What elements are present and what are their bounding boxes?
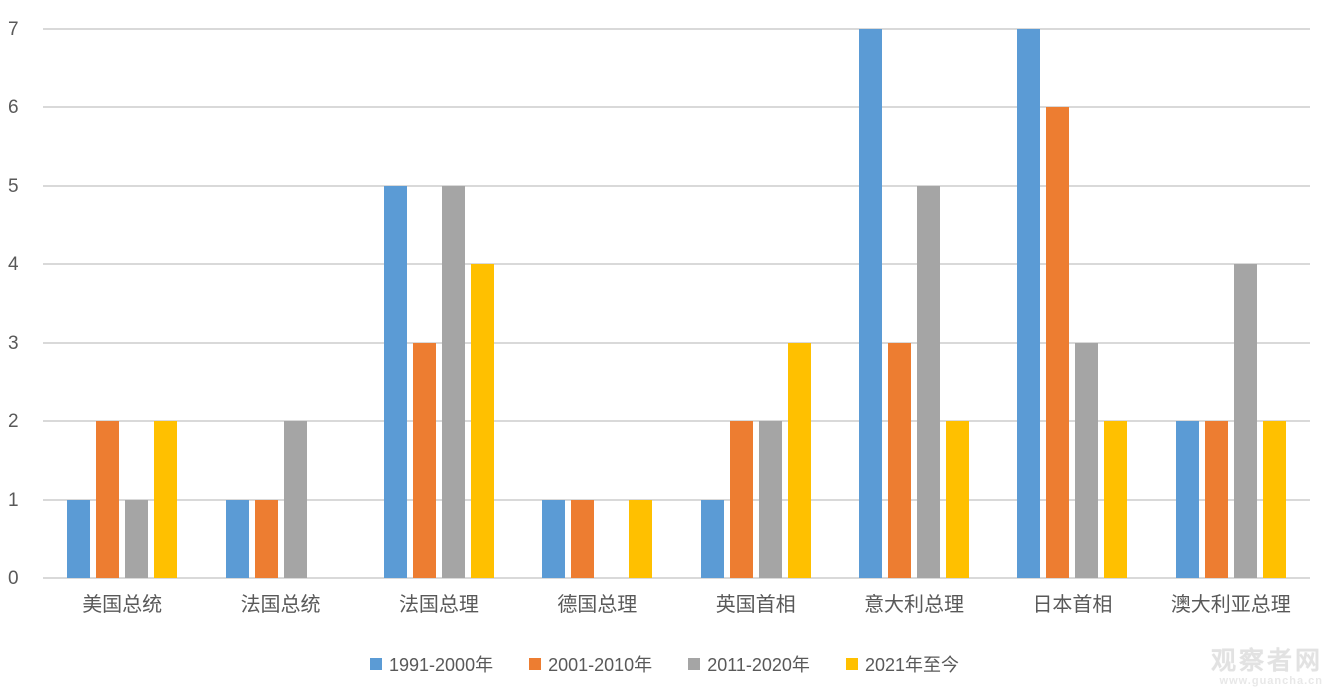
- x-axis-category-label: 澳大利亚总理: [1170, 594, 1291, 616]
- legend-swatch-icon: [688, 658, 701, 670]
- bar-group: [360, 29, 518, 578]
- bar: [67, 499, 91, 578]
- legend-swatch-icon: [529, 658, 542, 670]
- x-axis-category-label: 英国首相: [715, 594, 796, 616]
- bar-group: [201, 29, 359, 578]
- x-axis-category-label: 法国总理: [398, 594, 479, 616]
- bar: [542, 499, 566, 578]
- bar: [758, 421, 782, 578]
- bar: [1204, 421, 1228, 578]
- y-axis-tick-label: 0: [8, 568, 19, 589]
- gridline-2: [43, 420, 1310, 423]
- legend-label: 2021年至今: [864, 655, 959, 675]
- bar: [1104, 421, 1128, 578]
- x-axis-category-label: 法国总统: [240, 594, 321, 616]
- x-axis-category-label: 意大利总理: [864, 594, 965, 616]
- legend-item: 1991-2000年: [370, 651, 493, 677]
- bar: [1262, 421, 1286, 578]
- bar: [470, 264, 494, 578]
- legend-label: 1991-2000年: [389, 655, 494, 675]
- legend-item: 2011-2020年: [688, 651, 810, 677]
- bar: [154, 421, 178, 578]
- bar: [383, 185, 407, 578]
- bar: [441, 185, 465, 578]
- bar: [254, 499, 278, 578]
- bar: [1233, 264, 1257, 578]
- y-axis-tick-label: 6: [8, 97, 19, 119]
- legend-label: 2001-2010年: [548, 655, 653, 675]
- legend: 1991-2000年 2001-2010年 2011-2020年 2021年至今: [0, 651, 1329, 677]
- legend-swatch-icon: [845, 658, 858, 670]
- bar: [700, 499, 724, 578]
- y-axis-tick-label: 1: [8, 489, 19, 511]
- bar: [946, 421, 970, 578]
- x-axis-labels: 美国总统 法国总统 法国总理 德国总理 英国首相 意大利总理 日本首相 澳大利亚总理: [43, 588, 1310, 617]
- legend-label: 2011-2020年: [707, 655, 810, 675]
- bar: [917, 185, 941, 578]
- bar-group: [518, 29, 676, 578]
- y-axis-tick-label: 4: [8, 254, 19, 276]
- bar-groups: [43, 29, 1310, 578]
- x-axis-category-label: 德国总理: [557, 594, 638, 616]
- bar: [859, 29, 883, 578]
- bar: [888, 342, 912, 578]
- gridline-7: [43, 28, 1310, 30]
- bar: [787, 342, 811, 578]
- legend-item: 2021年至今: [845, 651, 959, 677]
- bar-group: [43, 29, 201, 578]
- bar: [283, 421, 307, 578]
- y-axis-tick-label: 7: [8, 19, 19, 40]
- bar: [729, 421, 753, 578]
- x-axis-category-label: 日本首相: [1032, 594, 1113, 616]
- bar: [571, 499, 595, 578]
- bar: [1017, 29, 1041, 578]
- y-axis-tick-label: 3: [8, 332, 19, 354]
- bar-group: [835, 29, 993, 578]
- y-axis-tick-label: 2: [8, 411, 19, 433]
- plot-area: [43, 28, 1310, 579]
- bar: [96, 421, 120, 578]
- bar: [412, 342, 436, 578]
- legend-item: 2001-2010年: [529, 651, 652, 677]
- bar-group: [993, 29, 1151, 578]
- gridline-4: [43, 263, 1310, 266]
- gridline-3: [43, 341, 1310, 344]
- watermark-site-name: 观察者网: [1210, 647, 1323, 675]
- gridline-1: [43, 498, 1310, 501]
- bar: [225, 499, 249, 578]
- watermark: 观察者网 www.guancha.cn: [1211, 649, 1323, 687]
- bar-group: [677, 29, 835, 578]
- gridline-6: [43, 106, 1310, 109]
- bar-group: [1152, 29, 1310, 578]
- y-axis-tick-label: 5: [8, 175, 19, 197]
- gridline-0: [43, 577, 1310, 579]
- legend-swatch-icon: [370, 658, 382, 670]
- bar: [1046, 107, 1070, 578]
- x-axis-category-label: 美国总统: [82, 594, 163, 616]
- watermark-site-url: www.guancha.cn: [1219, 675, 1323, 687]
- bar: [1075, 342, 1099, 578]
- bar: [125, 499, 149, 578]
- bar: [629, 499, 653, 578]
- gridline-5: [43, 184, 1310, 187]
- bar: [1175, 421, 1199, 578]
